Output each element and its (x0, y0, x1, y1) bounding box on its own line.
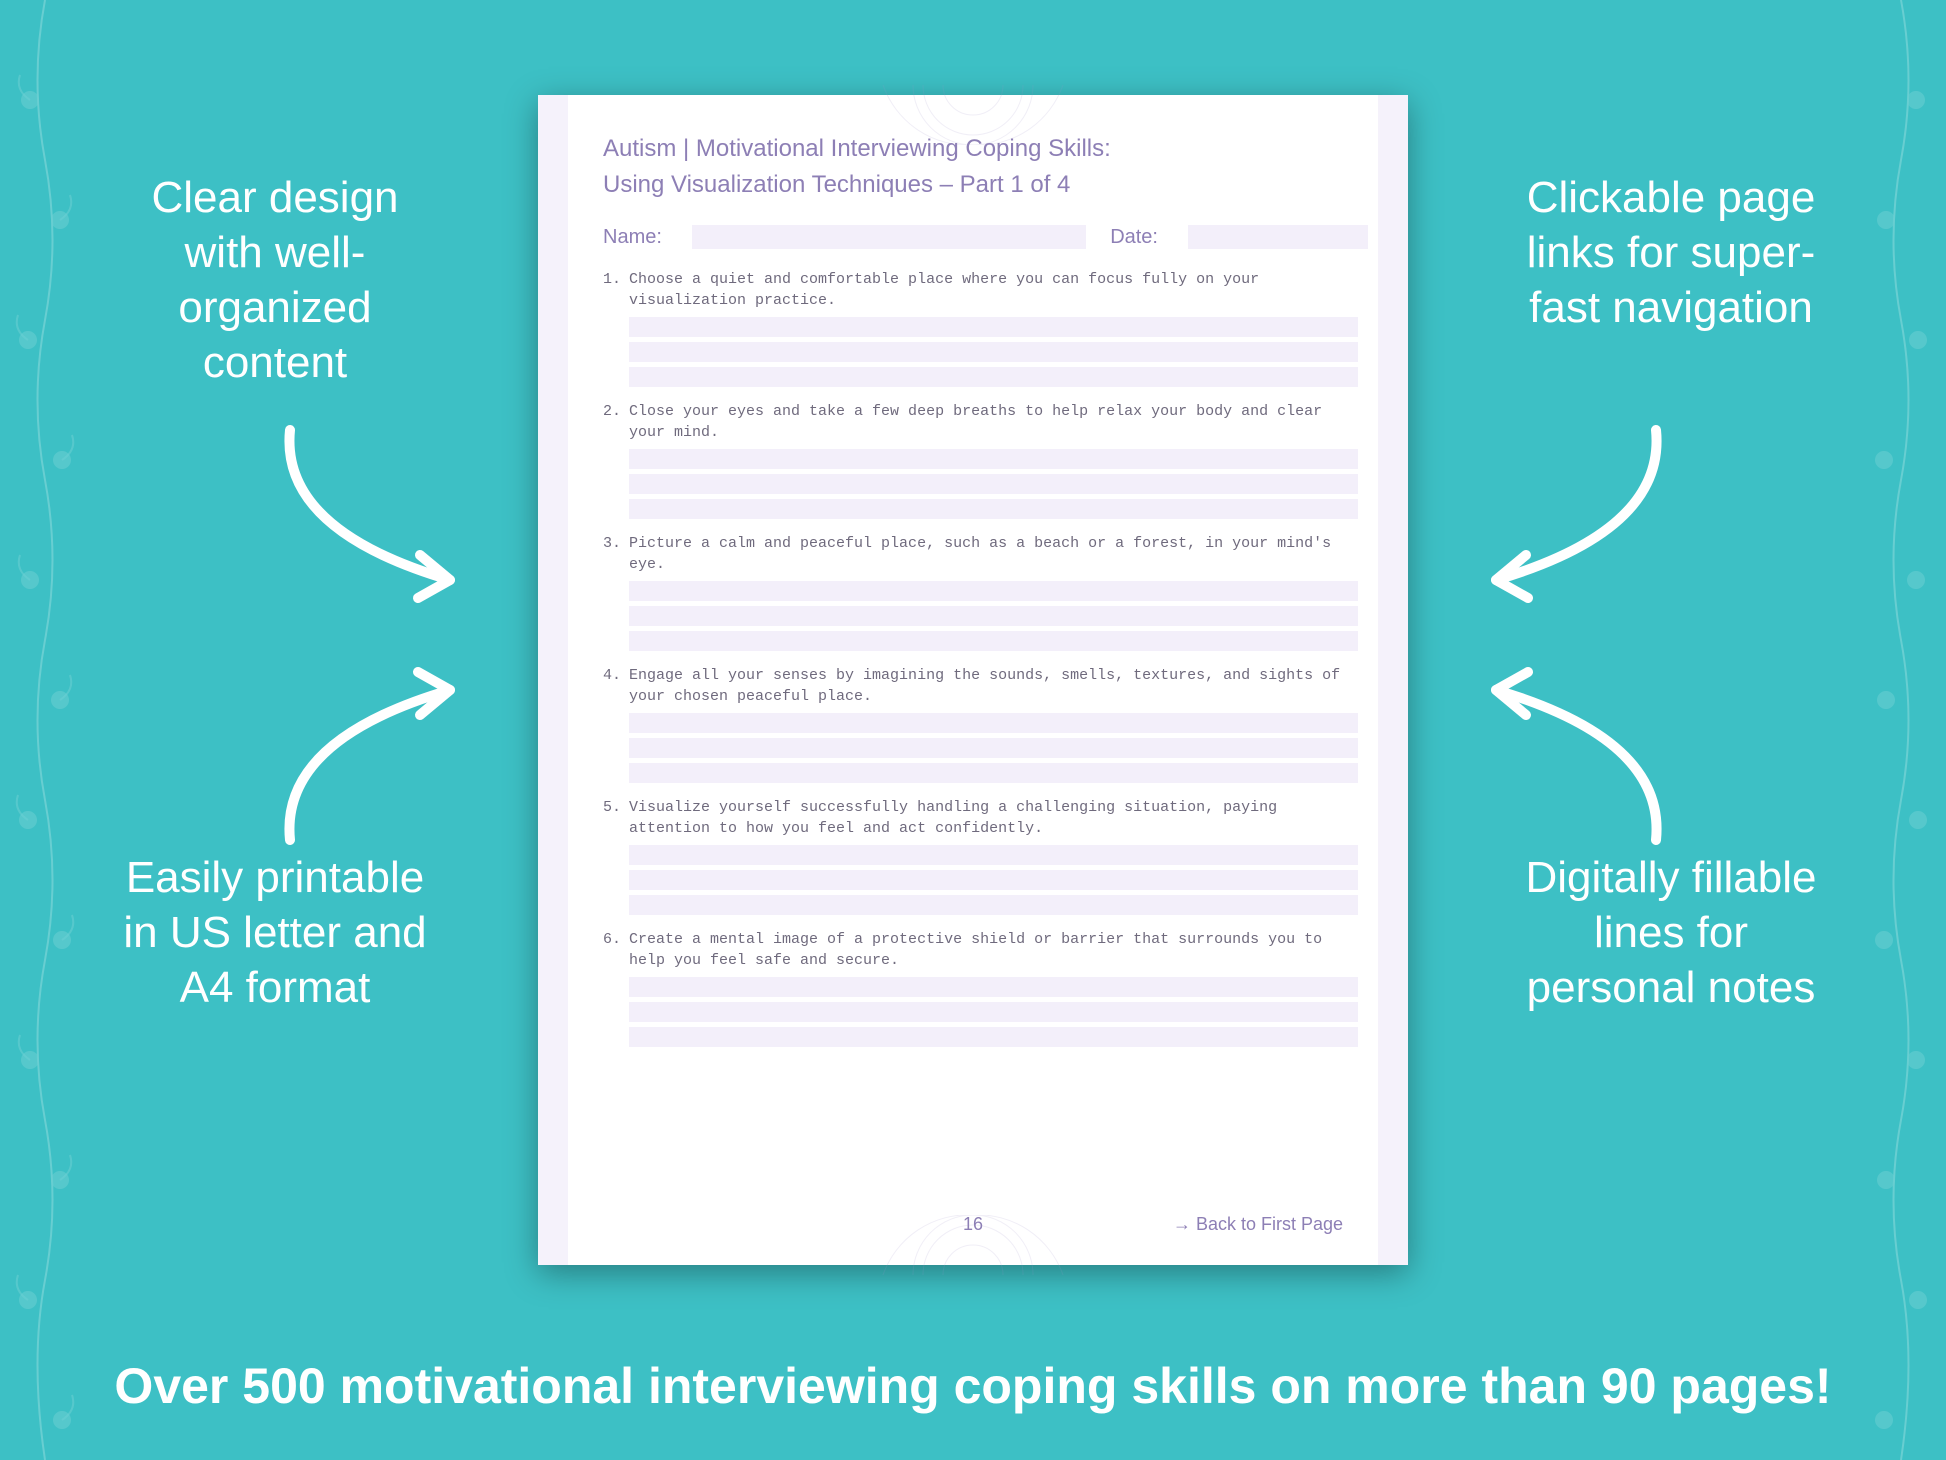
arrow-top-left (260, 420, 480, 610)
name-date-row: Name: Date: (578, 225, 1368, 249)
name-field[interactable] (692, 225, 1086, 249)
question-number: 1. (603, 269, 621, 311)
arrow-bottom-left (260, 660, 480, 850)
floral-border-right (1856, 0, 1946, 1460)
sheet-border-right (1378, 95, 1408, 1265)
sheet-border-left (538, 95, 568, 1265)
floral-border-left (0, 0, 90, 1460)
mandala-decoration-bottom (853, 1215, 1093, 1275)
mandala-decoration-top (853, 85, 1093, 145)
question-number: 4. (603, 665, 621, 707)
arrow-bottom-right (1466, 660, 1686, 850)
question-number: 2. (603, 401, 621, 443)
question-block: 2.Close your eyes and take a few deep br… (578, 401, 1368, 519)
question-block: 4.Engage all your senses by imagining th… (578, 665, 1368, 783)
callout-top-left: Clear design with well-organized content (120, 170, 430, 390)
answer-line[interactable] (629, 499, 1358, 519)
answer-line[interactable] (629, 738, 1358, 758)
answer-line[interactable] (629, 317, 1358, 337)
question-number: 6. (603, 929, 621, 971)
callout-top-right: Clickable page links for super-fast navi… (1516, 170, 1826, 335)
answer-line[interactable] (629, 449, 1358, 469)
answer-line[interactable] (629, 367, 1358, 387)
arrow-top-right (1466, 420, 1686, 610)
answer-line[interactable] (629, 895, 1358, 915)
question-block: 5.Visualize yourself successfully handli… (578, 797, 1368, 915)
answer-line[interactable] (629, 1027, 1358, 1047)
answer-line[interactable] (629, 763, 1358, 783)
answer-line[interactable] (629, 1002, 1358, 1022)
answer-line[interactable] (629, 845, 1358, 865)
answer-line[interactable] (629, 870, 1358, 890)
answer-line[interactable] (629, 581, 1358, 601)
question-block: 3.Picture a calm and peaceful place, suc… (578, 533, 1368, 651)
question-text: Choose a quiet and comfortable place whe… (629, 269, 1358, 311)
answer-line[interactable] (629, 631, 1358, 651)
question-block: 6.Create a mental image of a protective … (578, 929, 1368, 1047)
back-to-first-link[interactable]: → Back to First Page (1173, 1214, 1343, 1235)
answer-line[interactable] (629, 606, 1358, 626)
date-field[interactable] (1188, 225, 1368, 249)
question-text: Picture a calm and peaceful place, such … (629, 533, 1358, 575)
callout-bottom-left: Easily printable in US letter and A4 for… (115, 850, 435, 1015)
question-text: Create a mental image of a protective sh… (629, 929, 1358, 971)
answer-line[interactable] (629, 474, 1358, 494)
question-text: Engage all your senses by imagining the … (629, 665, 1358, 707)
answer-line[interactable] (629, 977, 1358, 997)
callout-bottom-right: Digitally fillable lines for personal no… (1511, 850, 1831, 1015)
name-label: Name: (603, 226, 662, 249)
question-number: 5. (603, 797, 621, 839)
question-text: Visualize yourself successfully handling… (629, 797, 1358, 839)
question-number: 3. (603, 533, 621, 575)
bottom-banner: Over 500 motivational interviewing copin… (0, 1357, 1946, 1415)
worksheet-page: Autism | Motivational Interviewing Copin… (538, 95, 1408, 1265)
question-text: Close your eyes and take a few deep brea… (629, 401, 1358, 443)
question-block: 1.Choose a quiet and comfortable place w… (578, 269, 1368, 387)
answer-line[interactable] (629, 342, 1358, 362)
answer-line[interactable] (629, 713, 1358, 733)
worksheet-subtitle: Using Visualization Techniques – Part 1 … (578, 171, 1368, 199)
date-label: Date: (1110, 226, 1158, 249)
